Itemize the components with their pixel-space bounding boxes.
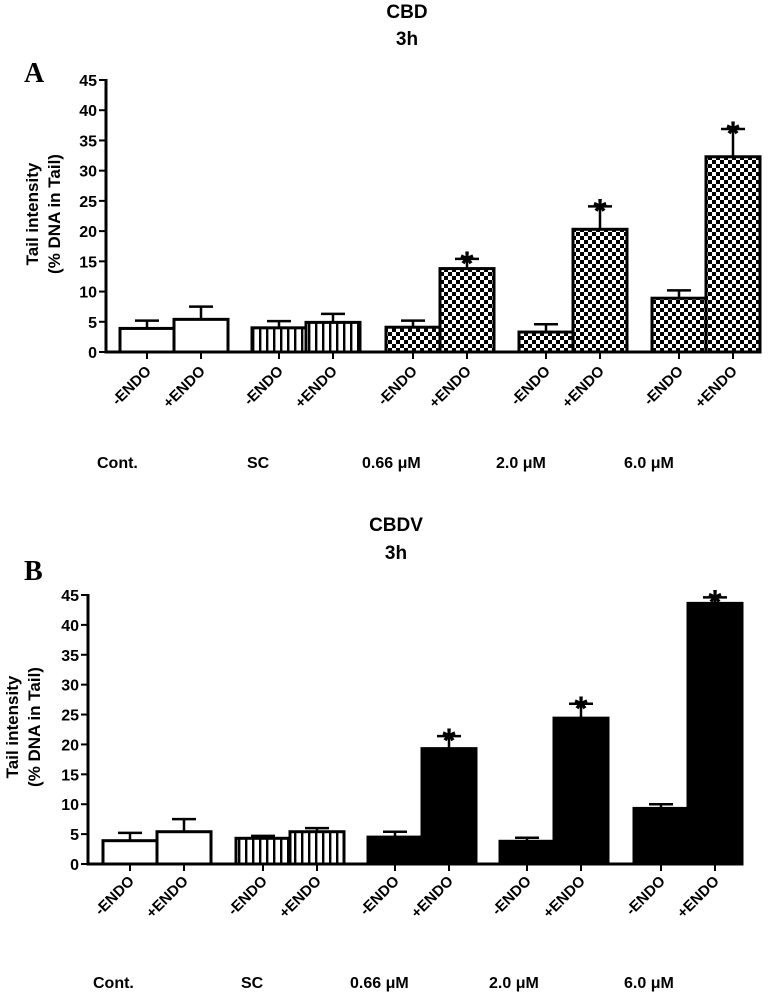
significance-star: * [442,722,456,760]
bar [288,830,346,866]
x-tick-label: -ENDO [225,873,271,919]
panel-a-y-axis-label: Tail intensity (% DNA in Tail) [23,154,64,274]
panel-a-letter: A [24,58,45,89]
panel-b-y-axis-label-line2: (% DNA in Tail) [25,667,44,787]
x-tick-label: -ENDO [92,873,138,919]
bar [498,839,556,866]
panel-a-y-axis-label-line2: (% DNA in Tail) [45,154,64,274]
x-tick-label: +ENDO [540,873,589,922]
x-tick-label: +ENDO [692,363,741,412]
panel-b-chart: CBDV 3h B Tail intensity (% DNA in Tail)… [3,515,744,992]
bar [686,601,744,866]
x-tick-label: +ENDO [276,873,325,922]
panel-a-chart: CBD 3h A Tail intensity (% DNA in Tail) … [23,2,762,472]
group-label: 6.0 μM [624,455,674,472]
x-tick-label: -ENDO [375,363,421,409]
bar [118,326,176,354]
bar [304,320,362,354]
bar [172,317,230,354]
panel-b-y-axis-label: Tail intensity (% DNA in Tail) [3,667,44,787]
panel-b-subtitle: 3h [385,543,407,564]
x-tick-label: -ENDO [241,363,287,409]
bar [155,830,213,866]
bar [101,839,159,866]
y-tick-label: 10 [79,285,97,302]
group-label: 2.0 μM [489,975,539,992]
y-tick-label: 0 [70,857,79,874]
bar [420,747,478,866]
group-label: SC [247,455,270,472]
significance-star: * [708,583,722,621]
y-tick-label: 5 [88,315,97,332]
panel-b-title: CBDV [369,515,423,536]
panel-b-y-axis-label-line1: Tail intensity [3,675,22,778]
significance-star: * [593,192,607,230]
bar [571,227,629,354]
panel-a-title: CBD [386,2,427,23]
y-tick-label: 20 [61,737,79,754]
x-tick-label: +ENDO [408,873,457,922]
x-tick-label: -ENDO [489,873,535,919]
significance-star: * [574,690,588,728]
group-label: 0.66 μM [350,975,409,992]
bar [552,716,610,866]
y-tick-label: 25 [61,708,79,725]
bar [704,155,762,354]
x-tick-label: +ENDO [674,873,723,922]
x-tick-label: -ENDO [357,873,403,919]
y-tick-label: 25 [79,194,97,211]
y-tick-label: 40 [61,618,79,635]
bar [517,330,575,354]
y-tick-label: 5 [70,827,79,844]
y-tick-label: 40 [79,103,97,120]
group-label: SC [241,975,264,992]
y-tick-label: 20 [79,224,97,241]
bar [632,806,690,866]
y-tick-label: 35 [61,648,79,665]
x-tick-label: +ENDO [292,363,341,412]
x-tick-label: +ENDO [426,363,475,412]
panel-a-y-axis-label-line1: Tail intensity [23,162,42,265]
y-tick-label: 30 [61,678,79,695]
y-tick-label: 30 [79,164,97,181]
group-label: 2.0 μM [496,455,546,472]
group-label: Cont. [97,455,138,472]
bar [384,325,442,354]
bar [650,296,708,354]
y-tick-label: 15 [79,254,97,271]
y-tick-label: 45 [61,588,79,605]
x-tick-label: -ENDO [508,363,554,409]
y-tick-label: 35 [79,133,97,150]
x-tick-label: -ENDO [623,873,669,919]
x-tick-label: -ENDO [109,363,155,409]
group-label: 6.0 μM [624,975,674,992]
y-tick-label: 10 [61,797,79,814]
group-label: Cont. [93,975,134,992]
y-tick-label: 0 [88,345,97,362]
x-tick-label: +ENDO [143,873,192,922]
y-tick-label: 45 [79,73,97,90]
x-tick-label: +ENDO [559,363,608,412]
significance-star: * [460,245,474,283]
x-tick-label: +ENDO [160,363,209,412]
panel-b-letter: B [24,556,43,587]
panel-a-subtitle: 3h [396,29,418,50]
bar [366,835,424,866]
group-label: 0.66 μM [362,455,421,472]
significance-star: * [726,115,740,153]
y-tick-label: 15 [61,767,79,784]
bar [234,836,292,866]
bar [250,326,308,354]
x-tick-label: -ENDO [641,363,687,409]
